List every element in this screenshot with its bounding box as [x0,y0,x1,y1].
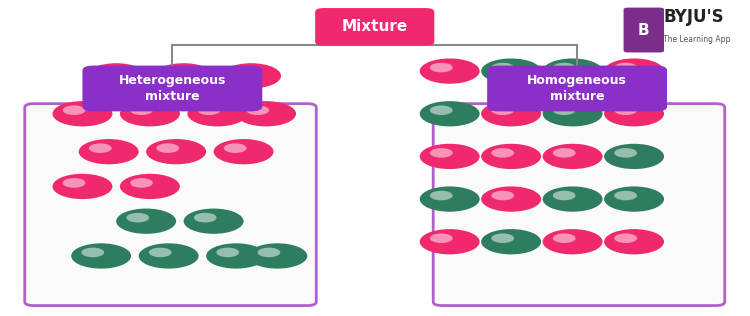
Circle shape [148,248,172,257]
Circle shape [430,234,453,243]
Circle shape [420,144,480,169]
Circle shape [482,186,541,212]
Circle shape [430,148,453,158]
Text: B: B [638,22,650,38]
Circle shape [553,148,575,158]
Circle shape [194,213,217,222]
Circle shape [614,63,637,72]
Circle shape [542,58,602,84]
Circle shape [156,143,179,153]
Circle shape [53,174,112,199]
Circle shape [86,63,146,88]
Circle shape [553,106,575,115]
Circle shape [542,229,602,254]
Circle shape [482,58,541,84]
Text: The Learning App: The Learning App [663,35,730,44]
Circle shape [482,229,541,254]
Circle shape [420,58,480,84]
Circle shape [604,101,664,126]
Circle shape [614,234,637,243]
Text: Heterogeneous
mixture: Heterogeneous mixture [118,74,226,103]
Circle shape [130,106,153,115]
Circle shape [553,234,575,243]
Circle shape [164,68,187,77]
Circle shape [63,106,86,115]
Circle shape [184,209,244,234]
Circle shape [236,101,296,126]
Circle shape [146,139,206,164]
FancyBboxPatch shape [623,8,664,52]
Circle shape [482,101,541,126]
Circle shape [420,186,480,212]
Circle shape [206,243,266,269]
Circle shape [231,68,254,77]
Circle shape [430,191,453,200]
Circle shape [491,191,514,200]
Circle shape [126,213,149,222]
FancyBboxPatch shape [82,66,262,112]
Circle shape [120,101,180,126]
Circle shape [430,63,453,72]
Text: Homogeneous
mixture: Homogeneous mixture [527,74,627,103]
Circle shape [214,139,274,164]
Circle shape [491,234,514,243]
Circle shape [491,106,514,115]
Circle shape [216,248,239,257]
Circle shape [542,186,602,212]
Circle shape [79,139,139,164]
Circle shape [604,58,664,84]
Circle shape [553,191,575,200]
Circle shape [491,148,514,158]
Circle shape [614,106,637,115]
Circle shape [63,178,86,188]
Circle shape [246,106,269,115]
Circle shape [139,243,199,269]
Circle shape [614,148,637,158]
Circle shape [257,248,280,257]
Text: BYJU'S: BYJU'S [663,9,724,26]
Circle shape [430,106,453,115]
Circle shape [130,178,153,188]
Circle shape [89,143,112,153]
FancyBboxPatch shape [315,8,434,46]
Circle shape [120,174,180,199]
Circle shape [248,243,308,269]
Circle shape [491,63,514,72]
Circle shape [604,229,664,254]
Circle shape [614,191,637,200]
Circle shape [542,101,602,126]
Circle shape [224,143,247,153]
Circle shape [197,106,220,115]
Circle shape [604,144,664,169]
Circle shape [188,101,248,126]
Circle shape [53,101,112,126]
Circle shape [553,63,575,72]
Circle shape [604,186,664,212]
FancyBboxPatch shape [25,104,316,306]
Circle shape [116,209,176,234]
Circle shape [154,63,214,88]
Circle shape [482,144,541,169]
Circle shape [97,68,119,77]
Text: Mixture: Mixture [341,19,408,34]
FancyBboxPatch shape [488,66,667,112]
Circle shape [71,243,131,269]
Circle shape [82,248,104,257]
Circle shape [542,144,602,169]
FancyBboxPatch shape [433,104,724,306]
Circle shape [420,101,480,126]
Circle shape [420,229,480,254]
Circle shape [221,63,281,88]
